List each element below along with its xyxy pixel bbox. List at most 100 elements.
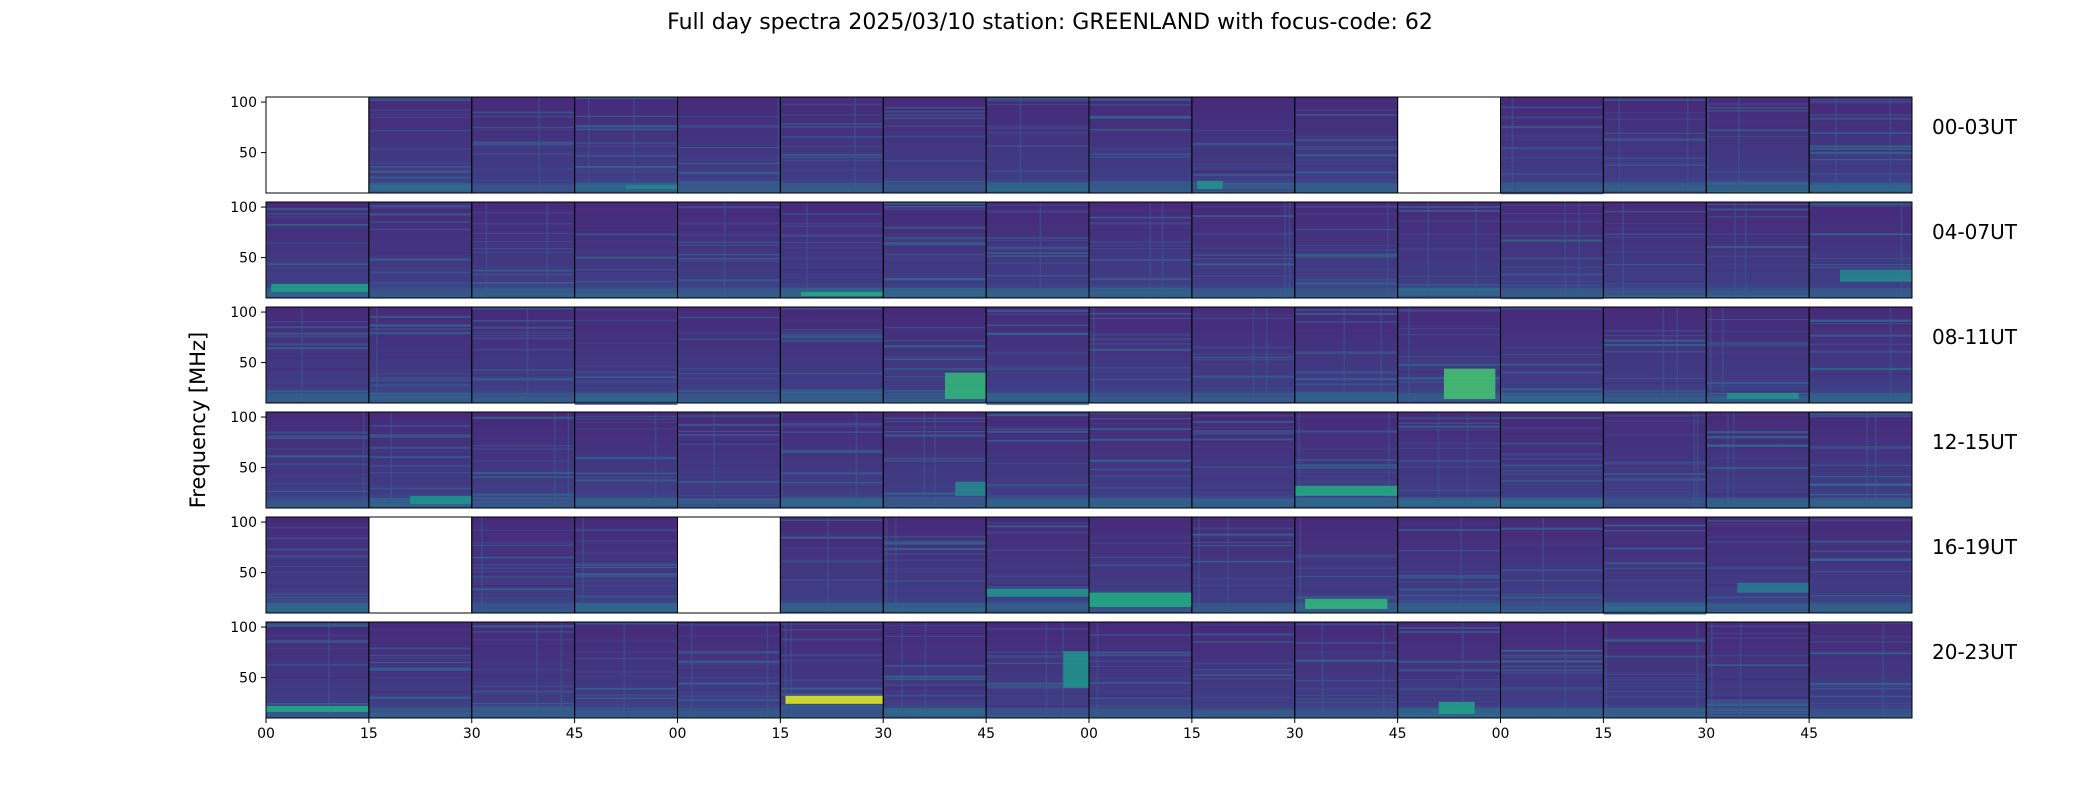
spectrum-band [1089, 537, 1192, 539]
low-freq-band [1603, 497, 1707, 506]
spectrum-band [1500, 284, 1604, 286]
spectrum-band [471, 223, 575, 225]
spectrum-band [574, 566, 678, 569]
spectrum-band [1706, 203, 1810, 205]
spectrum-band [1809, 148, 1912, 150]
spectrum-band [1603, 505, 1707, 508]
low-freq-band [368, 392, 472, 401]
spectrum-band [883, 190, 987, 193]
spectrum-band [1706, 382, 1810, 385]
spectrum-band [1500, 346, 1604, 348]
low-freq-band [1089, 182, 1192, 191]
burst-line [1149, 202, 1151, 298]
spectrum-band [1500, 610, 1604, 613]
spectrum-band [266, 463, 369, 466]
spectrum-band [780, 422, 884, 424]
spectrum-band [1603, 696, 1707, 698]
spectrum-band [1809, 695, 1912, 697]
spectrum-band [883, 181, 987, 183]
spectrum-band [1706, 444, 1810, 447]
spectrum-band [471, 370, 575, 372]
spectrum-band [780, 103, 884, 106]
spectrum-band [1809, 114, 1912, 116]
spectrum-band [1191, 414, 1295, 417]
spectrum-band [1809, 702, 1912, 704]
spectrum-band [1809, 320, 1912, 323]
spectrum-band [368, 166, 472, 168]
spectrum-band [574, 115, 678, 118]
x-tick-label: 00 [257, 726, 275, 742]
x-tick-label: 00 [1492, 726, 1510, 742]
spectrum-panel [1397, 202, 1501, 298]
spectrum-band [780, 225, 884, 228]
spectrum-band [1191, 233, 1295, 235]
spectrum-band [677, 682, 781, 685]
spectrum-band [1500, 427, 1604, 429]
spectrum-band [1089, 343, 1192, 345]
low-freq-band [1500, 287, 1604, 296]
spectrum-panel [677, 412, 781, 508]
spectrum-band [1089, 681, 1192, 684]
burst-line [766, 622, 769, 718]
spectrum-band [883, 662, 987, 664]
burst-line [1875, 412, 1877, 508]
spectrum-band [1191, 429, 1295, 433]
spectrum-band [780, 125, 884, 128]
spectrum-band [780, 159, 884, 162]
spectrum-band [368, 446, 472, 449]
low-freq-band [677, 707, 781, 716]
spectrum-band [266, 469, 369, 472]
spectrum-band [677, 715, 781, 717]
low-freq-band [471, 707, 575, 716]
spectrum-band [1603, 236, 1707, 238]
spectrum-panel [1706, 202, 1810, 298]
burst-line [1198, 517, 1200, 613]
spectrum-band [574, 418, 678, 421]
spectrum-band [1706, 655, 1810, 657]
spectrum-band [677, 338, 781, 340]
spectrum-band [677, 650, 781, 653]
spectrum-band [780, 271, 884, 274]
spectrum-band [1191, 432, 1295, 435]
spectrum-band [1191, 705, 1295, 708]
spectrum-band [574, 210, 678, 212]
spectrum-band [1089, 334, 1192, 336]
spectrum-band [368, 434, 472, 437]
spectrum-band [883, 675, 987, 678]
spectrum-band [1089, 153, 1192, 156]
spectrum-band [883, 243, 987, 246]
low-freq-band [1603, 287, 1707, 296]
spectrum-band [780, 213, 884, 215]
y-tick-label: 100 [230, 305, 257, 321]
spectrum-band [1089, 210, 1192, 212]
spectrum-band [368, 207, 472, 209]
spectrum-band [1089, 693, 1192, 695]
spectrum-band [1706, 599, 1810, 602]
spectrum-band [1706, 129, 1810, 132]
spectrum-band [1706, 541, 1810, 543]
spectral-feature [944, 372, 987, 399]
spectrum-band [1603, 99, 1707, 101]
spectrum-band [986, 125, 1089, 128]
spectrum-panel [986, 307, 1089, 403]
spectrum-band [574, 170, 678, 173]
spectrum-band [677, 241, 781, 244]
spectrum-band [986, 427, 1089, 430]
spectrum-band [1191, 263, 1295, 266]
low-freq-band [1706, 287, 1810, 296]
spectrum-band [1191, 256, 1295, 258]
spectrum-band [677, 254, 781, 256]
spectrum-band [1089, 148, 1192, 150]
spectrum-band [883, 340, 987, 342]
spectrum-band [368, 97, 472, 100]
spectrum-band [1500, 416, 1604, 419]
spectrum-panel [883, 97, 987, 193]
spectrum-band [1089, 535, 1192, 538]
low-freq-band [266, 392, 369, 401]
burst-line [1096, 622, 1099, 718]
spectrum-band [986, 495, 1089, 498]
spectrum-band [266, 435, 369, 438]
spectrum-band [1191, 489, 1295, 492]
spectrum-band [471, 473, 575, 477]
low-freq-band [1294, 287, 1398, 296]
